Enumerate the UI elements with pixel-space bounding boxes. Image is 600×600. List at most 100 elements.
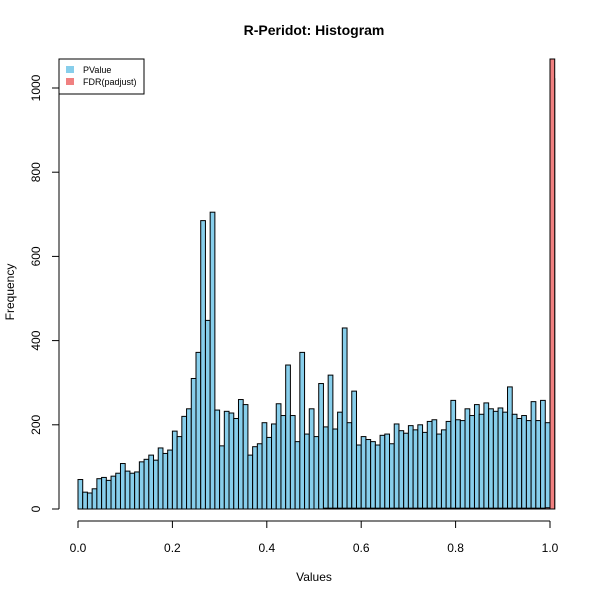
legend-box [58,58,145,95]
fdr-bar [407,507,414,510]
fdr-bar [384,507,391,510]
pvalue-bar [525,420,532,510]
pvalue-bar [417,424,424,510]
legend-label-pvalue: PValue [83,65,111,75]
pvalue-bar [124,470,131,510]
fdr-bar [440,507,447,510]
x-tick-label: 0.2 [164,541,181,555]
pvalue-bar [440,429,447,510]
pvalue-bar [544,422,551,510]
pvalue-bar [190,377,197,510]
fdr-bar [478,507,485,510]
fdr-bar [351,507,357,510]
pvalue-bar [455,419,461,510]
pvalue-bar [157,447,164,510]
pvalue-bar [473,404,480,510]
x-tick-label: 1.0 [542,541,559,555]
fdr-bar [459,507,466,510]
fdr-bar [544,507,551,510]
pvalue-bar [153,459,159,510]
pvalue-bar [341,327,348,510]
y-tick-label: 800 [29,162,43,182]
fdr-bar [436,507,442,510]
pvalue-bar [313,436,320,510]
pvalue-bars [77,78,556,510]
fdr-bar [525,507,532,510]
pvalue-bar [337,411,343,510]
pvalue-bar [115,472,121,510]
fdr-bar [337,507,343,510]
fdr-bar [516,507,523,510]
pvalue-bar [195,351,202,510]
pvalue-bar [228,412,235,510]
fdr-bar [370,507,376,510]
fdr-bar [341,507,348,510]
fdr-bar [403,507,409,510]
pvalue-bar [294,441,301,510]
pvalue-bar [280,415,287,510]
fdr-bar [374,507,381,510]
fdr-bars [322,58,556,510]
pvalue-bar [285,364,291,510]
legend-swatch-pvalue [66,66,74,73]
fdr-bar [393,507,400,510]
y-tick-label: 1000 [29,74,43,101]
pvalue-bar [540,399,546,510]
pvalue-bar [374,444,381,510]
x-tick-label: 0.4 [258,541,275,555]
y-axis-label: Frequency [3,264,17,321]
pvalue-bar [237,399,244,510]
pvalue-bar [530,401,537,510]
pvalue-bar [459,420,466,510]
pvalue-bar [209,211,216,510]
pvalue-bar [275,403,282,510]
y-tick-label: 400 [29,330,43,350]
pvalue-bar [521,415,527,510]
pvalue-bar [318,383,324,510]
x-axis: 0.0 0.2 0.4 0.6 0.8 1.0 [70,520,559,555]
pvalue-bar [360,436,367,510]
pvalue-bar [91,488,98,510]
fdr-bar [492,507,499,510]
fdr-bar [398,507,405,510]
x-tick-label: 0.0 [70,541,87,555]
pvalue-bar [82,491,88,510]
pvalue-bar [181,415,188,510]
fdr-bar [455,507,461,510]
pvalue-bar [403,432,409,510]
pvalue-bar [143,458,150,510]
pvalue-bar [77,479,84,510]
pvalue-bar [507,386,513,510]
pvalue-bar [450,399,457,510]
fdr-bar [389,507,395,510]
pvalue-bar [299,351,306,510]
pvalue-bar [242,404,249,510]
pvalue-bar [464,408,471,510]
pvalue-bar [488,408,494,510]
fdr-bar [488,507,494,510]
fdr-bar [469,507,475,510]
fdr-bar [450,507,457,510]
pvalue-bar [398,430,405,510]
pvalue-bar [355,444,362,510]
fdr-bar [422,507,428,510]
pvalue-bar [162,452,169,510]
pvalue-bar [252,446,258,510]
pvalue-bar [389,443,395,510]
pvalue-bar [346,422,353,510]
x-axis-label: Values [296,570,332,584]
pvalue-bar [483,402,490,510]
pvalue-bar [327,374,334,510]
pvalue-bar [351,390,357,510]
pvalue-bar [119,463,126,510]
pvalue-bar [204,319,211,510]
pvalue-bar [436,433,442,510]
fdr-bar [507,507,513,510]
pvalue-bar [422,431,428,510]
fdr-bar [355,507,362,510]
y-axis: 0 200 400 600 800 1000 [29,74,60,512]
pvalue-bar [407,425,414,510]
pvalue-bar [96,478,103,510]
fdr-bar [445,507,452,510]
